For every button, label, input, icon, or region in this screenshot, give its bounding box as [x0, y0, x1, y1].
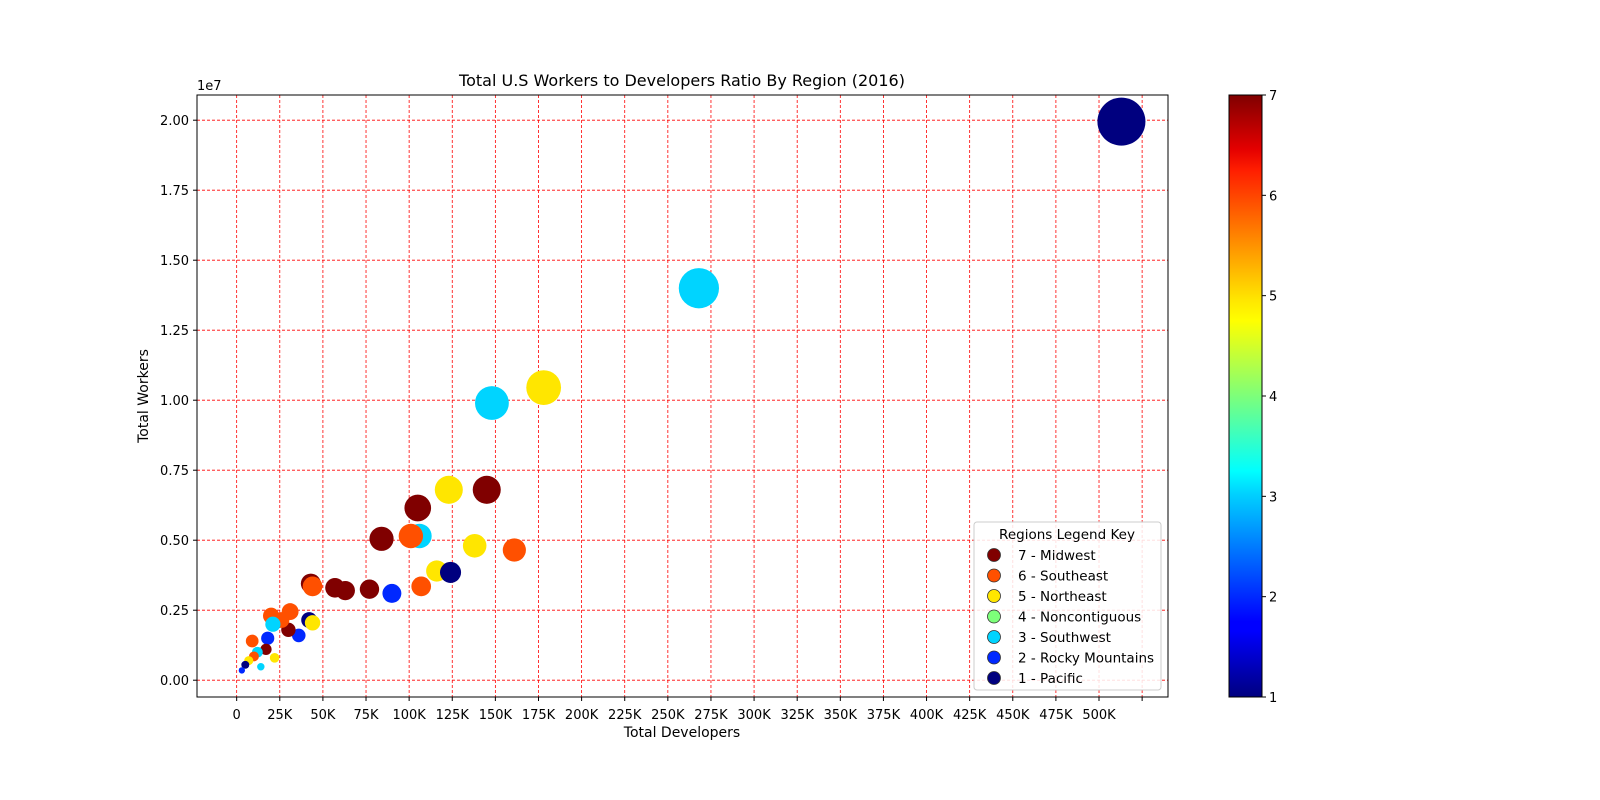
x-tick-label: 100K: [392, 708, 426, 723]
plot-frame: [196, 94, 1169, 698]
scatter-point: [325, 578, 345, 598]
legend-entries: 7 - Midwest 6 - Southeast 5 - Northeast 4 -…: [987, 548, 1154, 687]
legend-label: 3 - Southwest: [1018, 630, 1111, 646]
legend-marker: [987, 671, 1001, 685]
scatter-point: [475, 386, 509, 420]
legend-label: 7 - Midwest: [1018, 548, 1096, 564]
scatter-point: [526, 370, 562, 405]
legend-marker: [987, 630, 1001, 644]
x-axis-ticks: 0 25K 50K 75K 100K 125K 150K 175K 200K 225K 250K 27…: [233, 697, 1143, 723]
grid-lines: [197, 95, 1168, 697]
scatter-point: [439, 561, 462, 583]
y-axis-ticks: 0.00 0.25 0.50 0.75 1.00 1.25 1.50 1.75 2.00: [160, 114, 197, 689]
x-tick-label: 225K: [608, 708, 642, 723]
legend-title: Regions Legend Key: [999, 527, 1135, 543]
legend-marker: [987, 548, 1001, 562]
legend-label: 6 - Southeast: [1018, 569, 1108, 585]
colorbar-tick-label: 5: [1269, 290, 1277, 305]
colorbar-tick-label: 3: [1269, 490, 1277, 505]
x-tick-label: 500K: [1082, 708, 1116, 723]
colorbar-tick-label: 4: [1269, 390, 1277, 405]
colorbar-tick-label: 2: [1269, 591, 1277, 606]
x-tick-label: 275K: [694, 708, 728, 723]
y-tick-label: 1.75: [160, 184, 189, 199]
y-tick-label: 0.25: [160, 604, 189, 619]
colorbar: [1228, 94, 1263, 698]
x-tick-label: 350K: [824, 708, 858, 723]
legend-marker: [987, 650, 1001, 665]
scatter-point: [245, 634, 259, 648]
scatter-point: [260, 643, 272, 656]
scatter-point: [269, 652, 280, 663]
x-tick-label: 0: [233, 708, 241, 723]
x-axis-label: Total Developers: [623, 725, 740, 741]
x-tick-label: 200K: [565, 708, 599, 723]
scatter-point: [257, 663, 265, 671]
x-tick-label: 400K: [910, 708, 944, 723]
legend-label: 2 - Rocky Mountains: [1018, 651, 1154, 667]
scatter-point: [502, 538, 526, 562]
scatter-point: [404, 494, 432, 522]
colorbar-tick-label: 1: [1269, 691, 1277, 706]
scatter-point: [369, 526, 394, 551]
y-offset-label: 1e7: [197, 79, 222, 94]
legend-label: 4 - Noncontiguous: [1018, 610, 1141, 626]
scatter-point: [261, 631, 275, 645]
x-tick-label: 125K: [436, 708, 470, 723]
legend-label: 1 - Pacific: [1018, 671, 1083, 687]
legend: Regions Legend Key 7 - Midwest 6 - Southe…: [973, 521, 1162, 691]
y-tick-label: 1.25: [160, 324, 189, 339]
x-tick-label: 50K: [310, 708, 336, 723]
y-tick-label: 0.75: [160, 464, 189, 479]
legend-label: 5 - Northeast: [1018, 589, 1107, 605]
x-tick-label: 300K: [737, 708, 771, 723]
scatter-point: [1097, 97, 1146, 146]
y-tick-label: 1.00: [160, 394, 189, 409]
x-tick-label: 25K: [267, 708, 293, 723]
legend-marker: [987, 609, 1001, 624]
scatter-point: [302, 576, 323, 597]
legend-box: [973, 521, 1162, 691]
legend-marker: [987, 589, 1001, 603]
scatter-point: [241, 660, 250, 669]
y-tick-label: 0.50: [160, 534, 189, 549]
scatter-points: [238, 97, 1146, 674]
colorbar-ticks: 1 2 3 4 5 6 7: [1262, 89, 1277, 706]
x-tick-label: 150K: [479, 708, 513, 723]
scatter-point: [462, 534, 487, 558]
scatter-point: [382, 583, 402, 603]
colorbar-tick-label: 7: [1269, 89, 1277, 104]
x-tick-label: 475K: [1039, 708, 1073, 723]
chart-title: Total U.S Workers to Developers Ratio By…: [458, 71, 905, 90]
x-tick-label: 250K: [651, 708, 685, 723]
x-tick-label: 425K: [953, 708, 987, 723]
scatter-point: [265, 616, 281, 632]
scatter-point: [304, 615, 321, 631]
colorbar-tick-label: 6: [1269, 189, 1277, 204]
scatter-point: [678, 268, 719, 309]
x-tick-label: 75K: [353, 708, 379, 723]
x-tick-label: 325K: [781, 708, 815, 723]
scatter-point: [411, 576, 432, 597]
y-tick-label: 2.00: [160, 114, 189, 129]
scatter-point: [359, 579, 380, 599]
scatter-point: [238, 667, 246, 674]
scatter-point: [291, 628, 306, 643]
scatter-point: [434, 475, 463, 504]
y-tick-label: 1.50: [160, 254, 189, 269]
scatter-point: [472, 475, 501, 504]
legend-marker: [987, 568, 1001, 583]
x-tick-label: 175K: [522, 708, 556, 723]
x-tick-label: 375K: [867, 708, 901, 723]
y-tick-label: 0.00: [160, 674, 189, 689]
y-axis-label: Total Workers: [136, 349, 152, 444]
x-tick-label: 450K: [996, 708, 1030, 723]
scatter-point: [398, 523, 424, 549]
